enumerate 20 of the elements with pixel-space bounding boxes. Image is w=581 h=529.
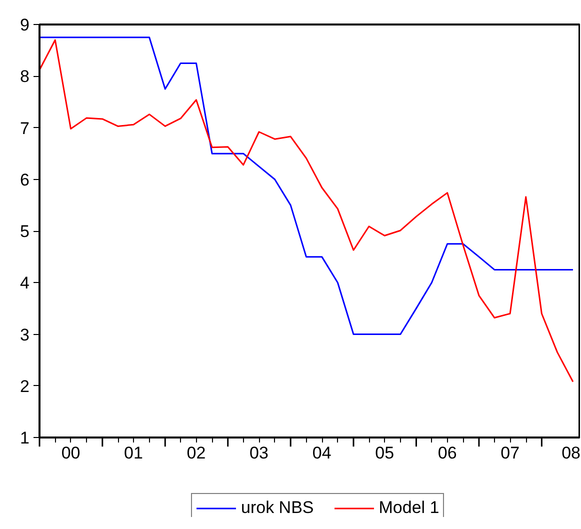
legend-label: Model 1: [378, 498, 440, 518]
y-tick-label: 1: [20, 428, 30, 448]
legend-label: urok NBS: [241, 498, 314, 518]
y-tick-label: 2: [20, 376, 30, 396]
x-tick-label: 01: [124, 444, 143, 462]
x-tick-label: 06: [438, 444, 457, 462]
y-tick-label: 5: [20, 222, 30, 241]
y-tick-label: 4: [20, 274, 30, 293]
x-tick-label: 02: [186, 444, 206, 462]
x-tick-label: 00: [61, 444, 80, 462]
x-tick-label: 08: [562, 444, 581, 462]
x-tick-label: 03: [250, 444, 268, 462]
x-tick-label: 04: [312, 444, 332, 462]
y-tick-label: 6: [20, 170, 30, 190]
y-tick-label: 7: [20, 118, 30, 138]
y-tick-label: 3: [20, 325, 30, 344]
x-tick-label: 07: [500, 444, 520, 462]
y-tick-label: 8: [20, 67, 30, 86]
y-tick-label: 9: [20, 16, 30, 34]
x-tick-label: 05: [375, 444, 394, 462]
